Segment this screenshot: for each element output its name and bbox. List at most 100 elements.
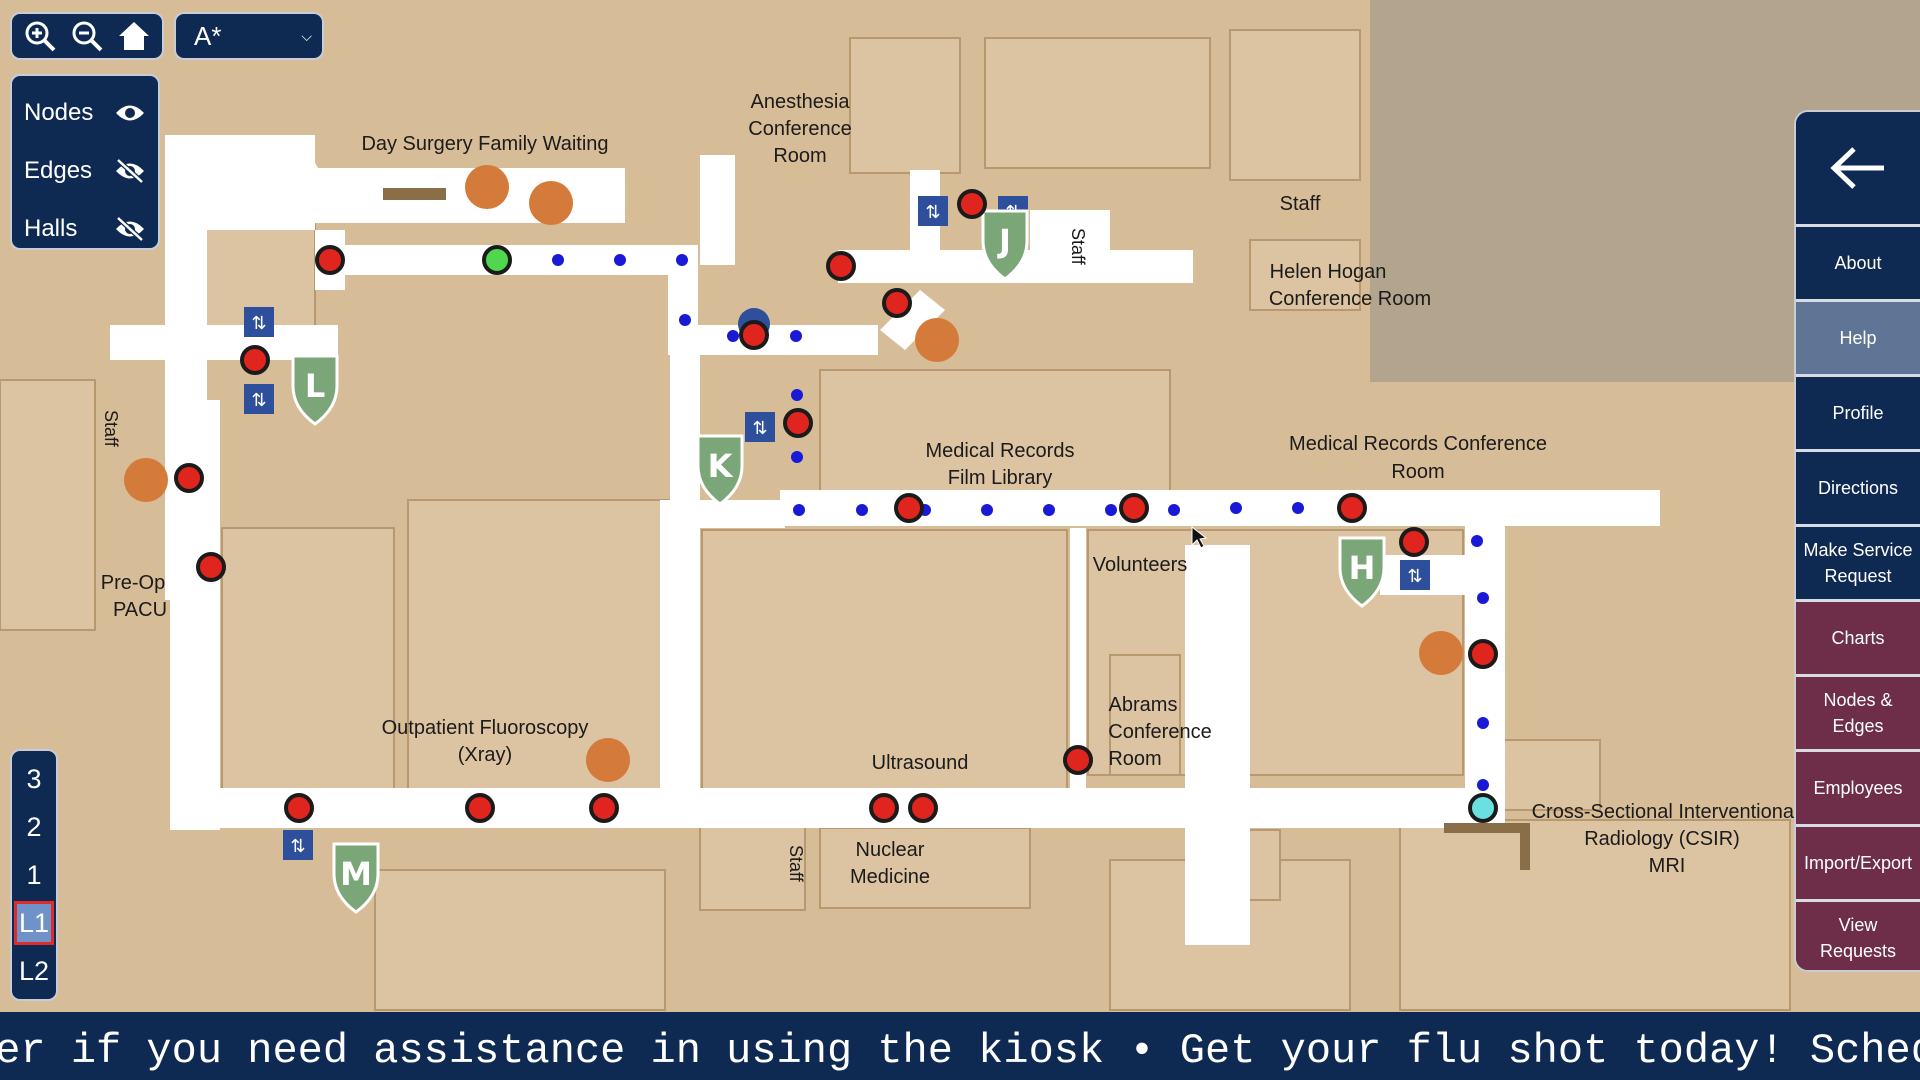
label-staff-top: Staff bbox=[1280, 193, 1321, 215]
node bbox=[826, 251, 856, 281]
eye-icon bbox=[116, 105, 144, 121]
node bbox=[1063, 745, 1093, 775]
node bbox=[1337, 493, 1367, 523]
desk bbox=[383, 188, 446, 200]
label-helen-2: Conference Room bbox=[1269, 288, 1431, 310]
label-abrams-3: Room bbox=[1108, 748, 1161, 770]
path-dot bbox=[1477, 717, 1489, 729]
label-csir-1: Cross-Sectional Interventional bbox=[1532, 801, 1799, 823]
floor-map[interactable]: Day Surgery Family Waiting Anesthesia Co… bbox=[0, 0, 1920, 1012]
back-button[interactable] bbox=[1796, 112, 1920, 227]
restroom-icon bbox=[586, 738, 630, 782]
map-rooms bbox=[0, 29, 1791, 1011]
label-preop-1: Pre-Op bbox=[101, 572, 165, 594]
floor-l2-button[interactable]: L2 bbox=[18, 955, 50, 986]
label-abrams-2: Conference bbox=[1108, 721, 1211, 743]
label-mrc-1: Medical Records Conference bbox=[1289, 433, 1547, 455]
node bbox=[739, 320, 769, 350]
path-dot bbox=[1477, 779, 1489, 791]
node bbox=[465, 793, 495, 823]
node bbox=[196, 552, 226, 582]
sidebar-item-view-requests[interactable]: View Requests bbox=[1796, 902, 1920, 970]
label-anesthesia-2: Conference bbox=[748, 118, 851, 140]
label-med-records-2: Film Library bbox=[948, 467, 1052, 489]
label-staff-rotated-2: Staff bbox=[101, 410, 121, 448]
start-node bbox=[482, 245, 512, 275]
sidebar-item-directions[interactable]: Directions bbox=[1796, 452, 1920, 527]
svg-text:⇅: ⇅ bbox=[925, 202, 940, 223]
zoom-in-button[interactable] bbox=[19, 15, 61, 57]
label-fluoro-1: Outpatient Fluoroscopy bbox=[382, 717, 589, 739]
path-dot bbox=[1043, 504, 1055, 516]
shield-j: J bbox=[997, 222, 1011, 260]
path-dot bbox=[1230, 502, 1242, 514]
node bbox=[957, 189, 987, 219]
home-button[interactable] bbox=[113, 15, 155, 57]
sidebar: About Help Profile Directions Make Servi… bbox=[1794, 110, 1920, 972]
restroom-icon bbox=[465, 165, 509, 209]
node bbox=[894, 493, 924, 523]
path-dot bbox=[679, 314, 691, 326]
label-preop-2: PACU bbox=[113, 599, 167, 621]
sidebar-item-profile[interactable]: Profile bbox=[1796, 377, 1920, 452]
node bbox=[783, 408, 813, 438]
svg-text:⇅: ⇅ bbox=[251, 390, 266, 411]
node bbox=[908, 793, 938, 823]
node bbox=[869, 793, 899, 823]
path-dot bbox=[1477, 592, 1489, 604]
zoom-toolbar bbox=[10, 12, 164, 60]
toggle-nodes-label: Nodes bbox=[24, 99, 94, 126]
path-dot bbox=[614, 254, 626, 266]
label-helen-1: Helen Hogan bbox=[1270, 261, 1387, 283]
toggle-edges[interactable]: Edges bbox=[12, 142, 158, 200]
label-csir-2: Radiology (CSIR) bbox=[1584, 828, 1740, 850]
path-dot bbox=[793, 504, 805, 516]
sidebar-item-import-export[interactable]: Import/Export bbox=[1796, 827, 1920, 902]
elevator-icon bbox=[1400, 560, 1430, 590]
elevator-shields: J L K H M bbox=[291, 209, 1386, 914]
floor-l1-button[interactable]: L1 bbox=[14, 901, 54, 945]
sidebar-item-about[interactable]: About bbox=[1796, 227, 1920, 302]
map-nodes[interactable] bbox=[174, 189, 1498, 823]
arrow-left-icon bbox=[1830, 147, 1884, 189]
path-dot bbox=[676, 254, 688, 266]
shield-k: K bbox=[708, 447, 734, 485]
toggle-edges-label: Edges bbox=[24, 157, 93, 184]
path-dot bbox=[791, 389, 803, 401]
path-dot bbox=[1471, 535, 1483, 547]
elevator-icon bbox=[244, 384, 274, 414]
sidebar-item-nodes-edges[interactable]: Nodes & Edges bbox=[1796, 677, 1920, 752]
home-icon bbox=[119, 22, 150, 50]
zoom-in-icon bbox=[25, 21, 56, 52]
elevator-icon bbox=[283, 830, 313, 860]
floor-1-button[interactable]: 1 bbox=[26, 859, 42, 890]
toggle-halls[interactable]: Halls bbox=[12, 200, 158, 258]
node bbox=[1399, 527, 1429, 557]
algorithm-select[interactable]: A* ⌵ bbox=[174, 12, 324, 60]
layer-toggles: Nodes Edges Halls bbox=[10, 74, 160, 250]
node bbox=[240, 345, 270, 375]
sidebar-item-help[interactable]: Help bbox=[1796, 302, 1920, 377]
end-node bbox=[1468, 793, 1498, 823]
elevator-icon bbox=[244, 307, 274, 337]
path-edges bbox=[552, 254, 1489, 791]
sidebar-item-employees[interactable]: Employees bbox=[1796, 752, 1920, 827]
sidebar-item-charts[interactable]: Charts bbox=[1796, 602, 1920, 677]
chevron-down-icon: ⌵ bbox=[301, 27, 312, 44]
map-labels: Day Surgery Family Waiting Anesthesia Co… bbox=[101, 91, 1799, 888]
path-dot bbox=[552, 254, 564, 266]
path-dot bbox=[1168, 504, 1180, 516]
floor-3-button[interactable]: 3 bbox=[26, 763, 42, 794]
floor-2-button[interactable]: 2 bbox=[26, 811, 42, 842]
restroom-icon bbox=[915, 318, 959, 362]
path-dot bbox=[1105, 504, 1117, 516]
sidebar-item-service-request[interactable]: Make Service Request bbox=[1796, 527, 1920, 602]
path-dot bbox=[981, 504, 993, 516]
svg-text:⇅: ⇅ bbox=[251, 313, 266, 334]
path-dot bbox=[790, 330, 802, 342]
node bbox=[1468, 639, 1498, 669]
zoom-out-button[interactable] bbox=[66, 15, 108, 57]
toggle-nodes[interactable]: Nodes bbox=[12, 84, 158, 142]
label-anesthesia-1: Anesthesia bbox=[751, 91, 851, 113]
restroom-icon bbox=[1419, 631, 1463, 675]
